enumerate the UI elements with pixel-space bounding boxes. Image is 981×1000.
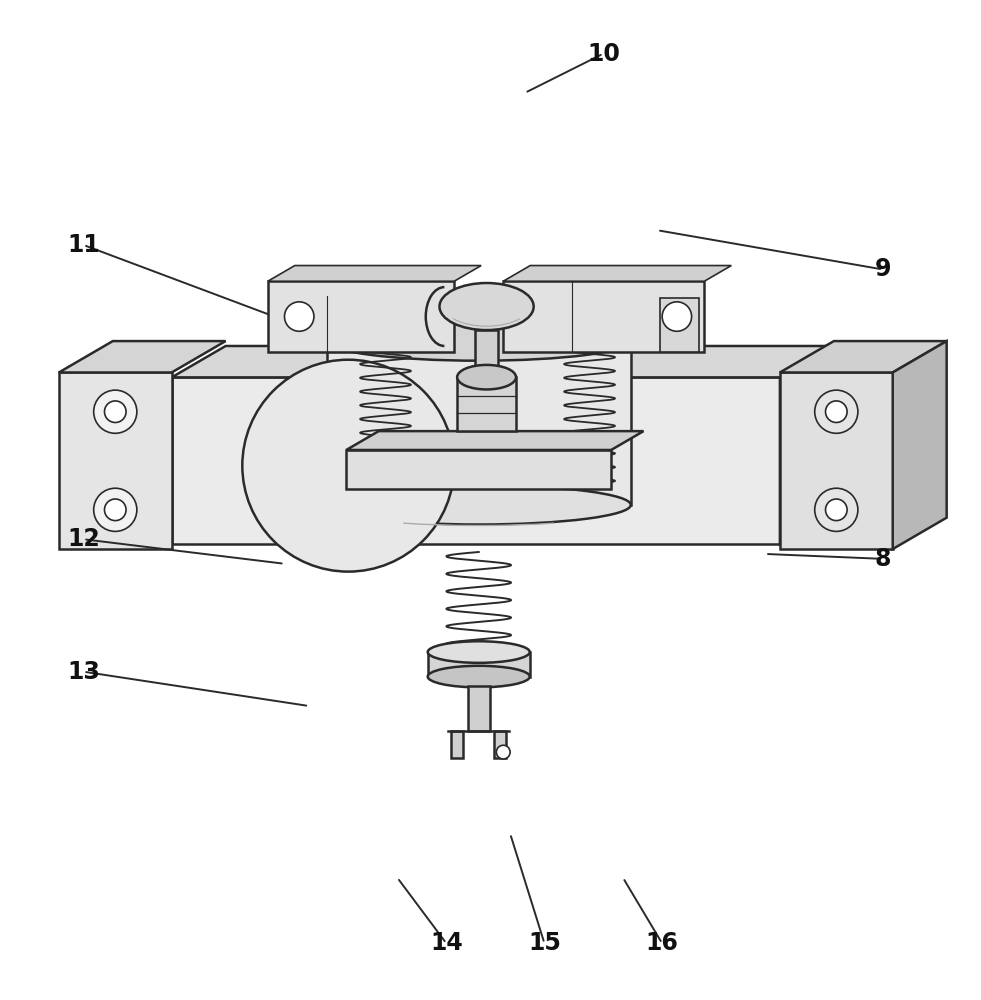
Text: 13: 13 [67, 660, 100, 684]
Text: 12: 12 [67, 527, 100, 551]
Text: 16: 16 [645, 931, 679, 955]
Text: 15: 15 [528, 931, 561, 955]
Polygon shape [451, 731, 463, 758]
Circle shape [284, 302, 314, 331]
Polygon shape [172, 346, 834, 377]
Circle shape [826, 401, 848, 423]
Circle shape [94, 390, 137, 433]
Text: 11: 11 [67, 233, 100, 257]
Polygon shape [468, 686, 490, 731]
Ellipse shape [439, 283, 534, 330]
Polygon shape [780, 341, 947, 372]
Polygon shape [172, 377, 780, 544]
Polygon shape [503, 266, 731, 281]
Circle shape [826, 499, 848, 521]
Polygon shape [268, 281, 454, 352]
Polygon shape [428, 652, 530, 677]
Text: 10: 10 [587, 42, 620, 66]
Ellipse shape [428, 641, 530, 663]
Circle shape [242, 360, 454, 572]
Ellipse shape [327, 485, 631, 525]
Polygon shape [457, 377, 516, 431]
Circle shape [662, 302, 692, 331]
Ellipse shape [327, 321, 631, 361]
Polygon shape [268, 266, 482, 281]
Text: 14: 14 [430, 931, 463, 955]
Ellipse shape [428, 666, 530, 687]
Circle shape [270, 387, 427, 544]
Polygon shape [494, 731, 506, 758]
Text: 8: 8 [875, 547, 891, 571]
Circle shape [104, 499, 126, 521]
Text: 9: 9 [875, 257, 891, 281]
Circle shape [815, 390, 857, 433]
Polygon shape [660, 298, 699, 352]
Polygon shape [346, 431, 644, 450]
Polygon shape [475, 330, 498, 367]
Polygon shape [346, 450, 611, 489]
Polygon shape [503, 281, 704, 352]
Polygon shape [780, 372, 893, 549]
Circle shape [815, 488, 857, 531]
Polygon shape [893, 341, 947, 549]
Circle shape [297, 415, 399, 517]
Polygon shape [59, 372, 172, 549]
Polygon shape [327, 341, 631, 505]
Circle shape [496, 745, 510, 759]
Circle shape [94, 488, 137, 531]
Ellipse shape [457, 365, 516, 389]
Polygon shape [59, 341, 226, 372]
Circle shape [321, 438, 376, 493]
Circle shape [104, 401, 126, 423]
Polygon shape [780, 346, 834, 544]
